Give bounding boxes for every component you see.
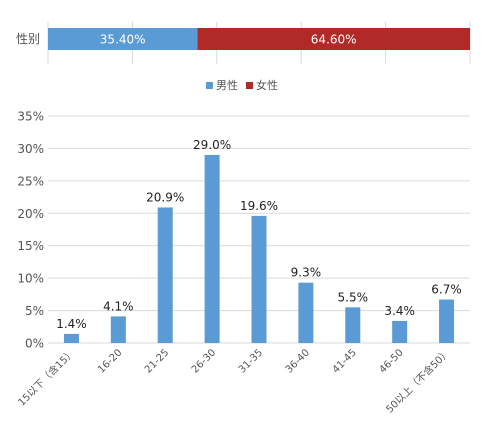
age-x-tick-label: 41-45: [331, 347, 359, 375]
age-bar: [204, 154, 220, 343]
age-y-tick-label: 20%: [17, 207, 44, 221]
age-y-tick-label: 35%: [17, 110, 44, 124]
age-x-tick-label: 31-35: [237, 347, 265, 375]
age-bar: [251, 215, 267, 343]
legend-male-swatch: [206, 82, 213, 89]
age-bar-data-label: 20.9%: [146, 190, 184, 204]
age-bar: [110, 316, 126, 343]
gender-legend: 男性 女性: [206, 78, 278, 92]
age-x-tick-label: 26-30: [190, 347, 218, 375]
legend-female-swatch: [246, 82, 253, 89]
age-bar: [439, 299, 455, 343]
age-y-ticks: 0% 5% 10% 15% 20% 25% 30% 35%: [17, 110, 44, 351]
age-y-tick-label: 0%: [25, 337, 44, 351]
age-bar-data-label: 5.5%: [338, 290, 369, 304]
age-y-tick-label: 25%: [17, 174, 44, 188]
gender-bar-segment: [48, 28, 198, 50]
age-bar-data-label: 4.1%: [103, 299, 134, 313]
age-x-ticks: 15以下（含15） 16-20 21-25 26-30 31-35 36-40 41-45 4…: [15, 346, 453, 416]
age-bar: [157, 207, 173, 343]
gender-bar-segment: [197, 28, 470, 50]
age-bar-data-label: 6.7%: [431, 283, 462, 297]
gender-bar-label: 64.60%: [311, 33, 357, 47]
age-bar-data-label: 3.4%: [384, 304, 415, 318]
age-bar: [392, 320, 408, 343]
legend-female-label: 女性: [256, 78, 278, 92]
age-y-tick-label: 30%: [17, 142, 44, 156]
age-y-tick-label: 10%: [17, 272, 44, 286]
age-bars: [63, 154, 455, 343]
gender-chart: 性别 35.40% 64.60% 男性 女性: [16, 22, 471, 92]
age-bar-data-label: 19.6%: [240, 199, 278, 213]
age-bar: [345, 307, 361, 343]
age-bar-data-label: 29.0%: [193, 138, 231, 152]
age-bar: [63, 333, 79, 343]
age-x-tick-label: 21-25: [143, 347, 171, 375]
age-bar-data-label: 1.4%: [56, 317, 87, 331]
age-y-tick-label: 15%: [17, 239, 44, 253]
age-data-labels: 1.4% 4.1% 20.9% 29.0% 19.6% 9.3% 5.5% 3.4% 6.7%: [56, 138, 462, 331]
gender-bar-label: 35.40%: [100, 33, 146, 47]
age-x-tick-label: 16-20: [96, 347, 124, 375]
age-bar: [298, 282, 314, 343]
gender-category-label: 性别: [16, 32, 40, 46]
age-chart: 0% 5% 10% 15% 20% 25% 30% 35% 1.4% 4.1% 20.9% 29.0…: [15, 110, 470, 416]
legend-male-label: 男性: [216, 78, 238, 92]
age-x-tick-label: 46-50: [377, 347, 405, 375]
age-y-tick-label: 5%: [25, 304, 44, 318]
gender-bars: 35.40% 64.60%: [48, 28, 470, 50]
age-x-tick-label: 36-40: [284, 347, 312, 375]
age-x-tick-label: 15以下（含15）: [15, 346, 78, 409]
age-bar-data-label: 9.3%: [291, 266, 322, 280]
